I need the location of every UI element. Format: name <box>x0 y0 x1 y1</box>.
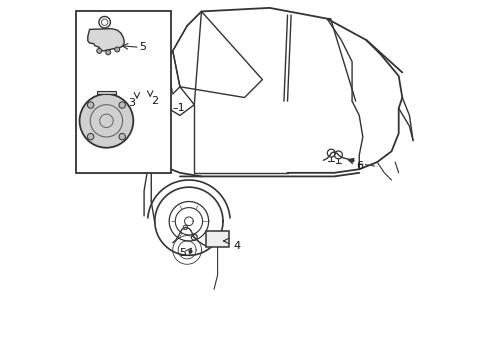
Polygon shape <box>88 29 124 51</box>
FancyBboxPatch shape <box>206 230 228 247</box>
Circle shape <box>119 134 125 140</box>
Bar <box>97 91 116 94</box>
Text: 4: 4 <box>233 241 241 251</box>
Text: 2: 2 <box>151 96 158 106</box>
Text: –1: –1 <box>172 103 185 113</box>
Text: 5: 5 <box>139 42 145 52</box>
Text: 5: 5 <box>179 248 186 258</box>
Text: 6: 6 <box>356 161 363 171</box>
Circle shape <box>115 47 120 52</box>
Bar <box>76 12 171 173</box>
Circle shape <box>119 102 125 108</box>
Circle shape <box>87 102 94 108</box>
Text: 3: 3 <box>128 98 135 108</box>
Circle shape <box>87 134 94 140</box>
Circle shape <box>80 94 133 148</box>
Circle shape <box>105 50 110 55</box>
Circle shape <box>97 48 102 53</box>
